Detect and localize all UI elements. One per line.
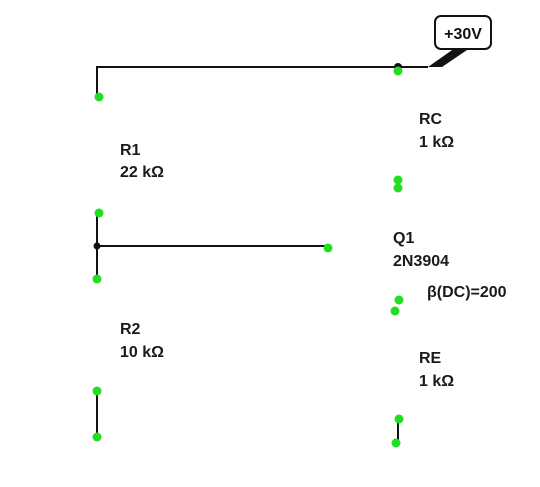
top-rail-wire [96, 66, 398, 97]
rc-bottom-pin-a[interactable] [393, 175, 403, 185]
r1-value-label: 22 kΩ [120, 164, 164, 181]
r1-ref-label: R1 [120, 142, 141, 159]
q1-ref-label: Q1 [393, 230, 414, 247]
r1-top-pin[interactable] [94, 92, 104, 102]
q1-emitter-pin-b[interactable] [390, 306, 400, 316]
r2-ref-label: R2 [120, 321, 141, 338]
supply-label: +30V [444, 26, 482, 43]
supply-flag[interactable]: +30V [428, 15, 492, 67]
supply-pointer [428, 48, 470, 67]
supply-box [434, 15, 492, 50]
r2-value-label: 10 kΩ [120, 344, 164, 361]
r2-ground-pin[interactable] [92, 432, 102, 442]
base-junction [93, 242, 101, 250]
r1-bottom-pin[interactable] [94, 208, 104, 218]
q1-emitter-pin-a[interactable] [394, 295, 404, 305]
q1-part-label: 2N3904 [393, 253, 449, 270]
re-bottom-pin[interactable] [391, 438, 401, 448]
re-top-pin[interactable] [394, 414, 404, 424]
re-value-label: 1 kΩ [419, 373, 454, 390]
q1-beta-label: β(DC)=200 [427, 284, 507, 301]
re-ref-label: RE [419, 350, 442, 367]
r2-bottom-pin[interactable] [92, 386, 102, 396]
q1-base-pin[interactable] [323, 243, 333, 253]
rc-bottom-pin-b[interactable] [393, 183, 403, 193]
rc-value-label: 1 kΩ [419, 134, 454, 151]
rc-ref-label: RC [419, 111, 443, 128]
rc-top-pin[interactable] [393, 66, 403, 76]
r2-top-pin[interactable] [92, 274, 102, 284]
